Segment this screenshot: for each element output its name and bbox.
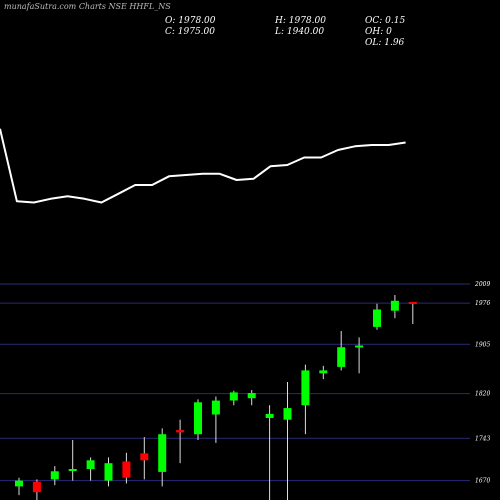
candle — [390, 295, 399, 319]
candle — [50, 466, 59, 486]
candle-body — [301, 370, 310, 406]
candle — [68, 440, 77, 481]
y-tick-label: 1905 — [475, 341, 490, 348]
candle — [319, 365, 328, 380]
candle-body — [229, 392, 238, 401]
candle — [337, 331, 346, 371]
candle-body — [355, 345, 364, 348]
candle-body — [390, 300, 399, 311]
candle — [211, 396, 220, 443]
candle-body — [176, 430, 185, 433]
candle — [283, 382, 292, 500]
candle — [229, 390, 238, 406]
candle — [176, 419, 185, 464]
candle — [122, 452, 131, 484]
y-tick-label: 1743 — [475, 435, 490, 442]
close-readout: C: 1975.00 — [165, 27, 215, 37]
candle-body — [158, 434, 167, 472]
candle — [32, 479, 41, 500]
candle-body — [408, 302, 417, 304]
brand-title: munafaSutra.com Charts NSE HHFL_NS — [4, 2, 171, 11]
indicator-line — [0, 128, 406, 204]
candle — [265, 405, 274, 500]
candle-body — [15, 480, 23, 487]
candle-body — [194, 402, 202, 435]
y-tick-label: 1976 — [475, 300, 490, 307]
y-tick-label: 1670 — [475, 478, 490, 485]
candle-body — [319, 370, 328, 374]
candle-body — [140, 453, 149, 461]
candle-body — [265, 413, 274, 418]
candle-body — [247, 393, 256, 399]
ol-readout: OL: 1.96 — [365, 38, 405, 48]
candle-body — [283, 408, 292, 420]
y-tick-label: 1820 — [475, 391, 490, 398]
oh-readout: OH: 0 — [365, 27, 392, 37]
candle-body — [86, 460, 95, 469]
candle-body — [50, 471, 59, 480]
price-tick-labels: 2009 1976 1905 1820 1743 1670 — [474, 281, 490, 485]
candle — [140, 437, 149, 480]
candle — [15, 477, 23, 496]
y-tick-label: 2009 — [474, 281, 490, 288]
candle-body — [373, 309, 381, 327]
price-grid — [0, 283, 470, 482]
candle-body — [104, 463, 113, 481]
high-readout: H: 1978.00 — [275, 16, 326, 26]
candle-body — [211, 400, 220, 415]
candle — [247, 390, 256, 406]
candle — [373, 303, 381, 330]
indicator-panel — [0, 128, 406, 204]
candle — [408, 302, 417, 324]
candle — [86, 457, 95, 481]
candle — [104, 457, 113, 487]
candle-body — [32, 481, 41, 493]
candle-body — [122, 461, 131, 478]
candlestick-series — [15, 295, 417, 500]
open-readout: O: 1978.00 — [165, 16, 216, 26]
candle — [355, 337, 364, 374]
candle-body — [68, 469, 77, 471]
low-readout: L: 1940.00 — [275, 27, 325, 37]
oc-readout: OC: 0.15 — [365, 16, 406, 26]
candle — [301, 364, 310, 435]
candle — [194, 399, 202, 440]
candle-body — [337, 347, 346, 367]
candle — [158, 428, 167, 487]
